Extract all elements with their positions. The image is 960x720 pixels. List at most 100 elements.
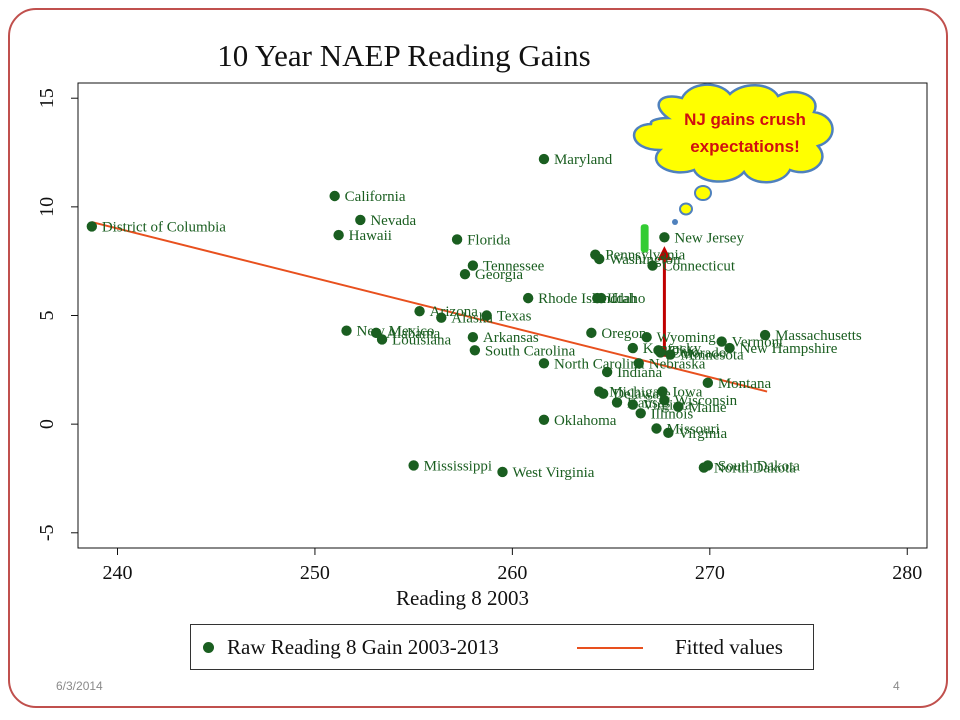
data-point: [451, 234, 463, 245]
bubble-dot-large: [694, 185, 712, 201]
data-point-label: Virginia: [678, 426, 727, 442]
data-point: [408, 460, 419, 471]
y-tick-label: 15: [36, 88, 58, 108]
data-point-label: West Virginia: [513, 465, 595, 481]
data-point-label: Massachusetts: [775, 328, 862, 344]
data-point: [376, 334, 388, 345]
data-point-label: Connecticut: [663, 259, 736, 275]
data-point-label: Missouri: [667, 421, 720, 437]
x-axis-title: Reading 8 2003: [396, 586, 529, 610]
x-tick-label: 240: [102, 562, 132, 584]
data-point: [655, 347, 666, 358]
data-point: [627, 399, 639, 410]
data-point: [333, 229, 344, 241]
data-point-label: Delaware: [613, 387, 671, 403]
data-point-label: District of Columbia: [102, 219, 226, 235]
data-point-label: Alabama: [386, 326, 440, 342]
data-point: [469, 345, 481, 356]
data-point: [702, 377, 714, 389]
data-point: [724, 342, 735, 354]
data-point: [665, 349, 676, 360]
x-tick-label: 280: [892, 562, 922, 584]
callout-line-1: NJ gains crush: [684, 110, 806, 129]
data-point-label: Maine: [688, 400, 727, 416]
data-point: [341, 325, 352, 336]
data-point-label: Nevada: [370, 213, 416, 229]
data-point: [673, 401, 684, 412]
data-point-label: Texas: [497, 309, 532, 325]
data-point: [329, 190, 340, 202]
data-point-label: Indiana: [617, 365, 662, 381]
data-point: [355, 214, 366, 226]
data-point: [641, 332, 652, 343]
data-point-label: Hawaii: [349, 228, 392, 244]
data-point-label: Arizona: [430, 304, 479, 320]
data-point: [538, 414, 550, 425]
data-point-label: Kentucky: [643, 341, 702, 357]
data-point: [647, 260, 658, 271]
data-point-label: South Dakota: [718, 458, 800, 474]
data-point-label: Iowa: [672, 385, 702, 401]
data-point-label: Vermont: [732, 335, 784, 351]
data-point: [86, 221, 98, 232]
bubble-cloud: [633, 83, 834, 184]
slide-page-number: 4: [893, 679, 900, 693]
data-point-label: Wyoming: [657, 330, 717, 346]
data-point-label: Tennessee: [483, 259, 545, 275]
data-point: [716, 336, 727, 347]
legend-label-fit: Fitted values: [675, 635, 783, 659]
data-point: [538, 153, 550, 165]
data-point: [635, 408, 646, 419]
data-point: [659, 232, 670, 243]
data-point-label: Pennsylvania: [605, 248, 685, 264]
data-point: [459, 269, 471, 280]
data-point-label: Ohio: [668, 343, 698, 359]
data-point: [663, 427, 674, 439]
data-point-label: Illinois: [651, 406, 694, 422]
data-point-label: Kansas: [627, 395, 670, 411]
fitted-line: [91, 221, 768, 393]
data-point: [594, 253, 605, 265]
data-point-label: Minnesota: [680, 348, 744, 364]
data-point-label: Montana: [718, 376, 772, 392]
y-tick-label: 5: [36, 311, 58, 321]
data-point-label: New Mexico: [357, 324, 435, 340]
nj-highlight-bar: [640, 224, 649, 253]
data-point: [651, 423, 662, 434]
data-point-label: California: [345, 189, 406, 205]
gain-arrow-head: [657, 246, 672, 261]
data-point-label: Rhode Island: [538, 291, 618, 307]
data-point: [659, 395, 670, 406]
y-tick-label: 10: [36, 197, 58, 217]
data-point: [597, 388, 609, 399]
data-point-label: Wisconsin: [674, 393, 737, 409]
data-point: [611, 397, 623, 408]
thought-bubble: [633, 83, 834, 225]
bubble-dot-small: [672, 219, 678, 225]
legend-marker-dot: [203, 642, 214, 653]
data-point-label: Oregon: [601, 326, 646, 342]
data-point-label: Idaho: [611, 291, 645, 307]
data-point-label: Maryland: [554, 152, 613, 168]
data-point-label: Alaska: [451, 311, 493, 327]
data-point-label: North Carolina: [554, 356, 645, 372]
data-point-label: Arkansas: [483, 330, 539, 346]
x-tick-label: 260: [497, 562, 527, 584]
data-point: [586, 327, 597, 339]
data-point: [657, 386, 668, 397]
callout-text: NJ gains crush expectations!: [650, 106, 840, 160]
data-point: [414, 305, 425, 317]
slide-frame: [8, 8, 948, 708]
data-point: [522, 292, 534, 304]
y-tick-label: -5: [36, 524, 58, 541]
data-point-label: North Dakota: [714, 461, 796, 477]
data-point: [596, 292, 607, 304]
x-tick-label: 250: [300, 562, 330, 584]
data-point: [538, 358, 550, 369]
data-point: [497, 466, 508, 478]
data-point-label: Nebraska: [649, 356, 706, 372]
data-point-label: Virginia: [643, 398, 692, 414]
data-point: [759, 329, 771, 341]
data-point-label: Colorado: [670, 345, 726, 361]
